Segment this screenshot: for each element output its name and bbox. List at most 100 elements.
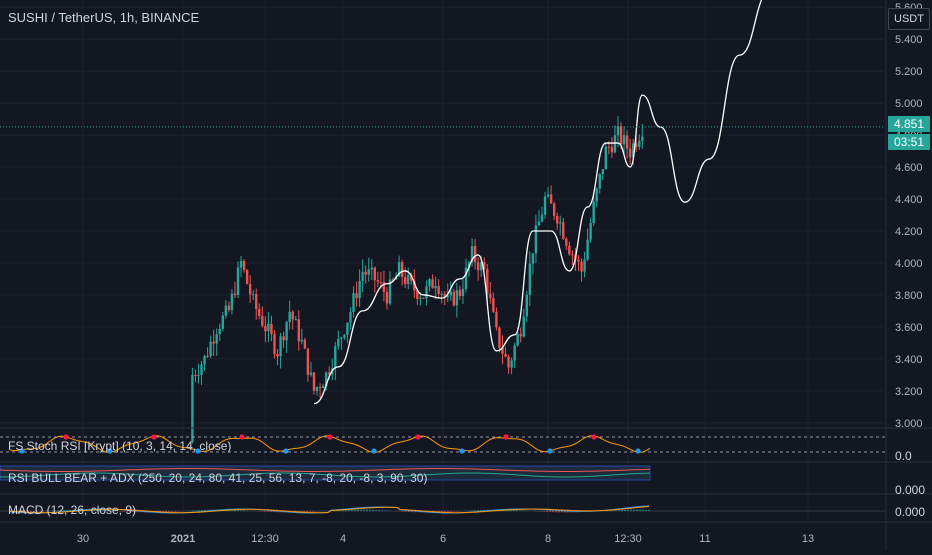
candle-body: [209, 341, 212, 356]
rsi-bull-bear-label[interactable]: RSI BULL BEAR + ADX (250, 20, 24, 80, 41…: [8, 471, 428, 485]
candle-body: [461, 289, 465, 297]
candle-body: [492, 298, 495, 312]
stoch-rsi-label[interactable]: FS Stoch RSI [Krypt] (10, 3, 14, 14, clo…: [8, 439, 232, 453]
candle-body: [556, 215, 559, 224]
candle-body: [552, 203, 556, 216]
stoch-overbought-dot: [591, 434, 597, 440]
candle-body: [248, 283, 252, 295]
candle-body: [315, 387, 319, 391]
candle-body: [607, 146, 611, 148]
stoch-overbought-dot: [239, 434, 245, 440]
candle-body: [297, 319, 300, 342]
currency-button[interactable]: USDT: [888, 8, 930, 30]
candle-body: [577, 259, 580, 262]
candle-body: [571, 254, 574, 256]
candle-body: [252, 294, 255, 296]
candle-body: [349, 312, 352, 323]
candle-body: [580, 261, 583, 272]
candle-body: [285, 322, 288, 341]
candle-body: [604, 146, 608, 170]
candle-body: [397, 262, 401, 277]
candle-body: [255, 294, 258, 309]
price-axis[interactable]: 5.6005.4005.2005.0004.8004.6004.4004.200…: [885, 0, 923, 550]
candle-body: [400, 262, 404, 278]
candle-body: [452, 291, 456, 306]
candle-body: [641, 136, 644, 141]
candle-body: [480, 262, 483, 271]
candle-body: [227, 305, 231, 311]
candle-body: [404, 277, 407, 285]
candle-body: [309, 372, 313, 375]
adx-line: [0, 472, 651, 478]
candle-body: [206, 355, 209, 357]
candle-body: [638, 140, 641, 147]
candle-body: [586, 239, 589, 260]
candle-body: [328, 372, 331, 375]
time-tick-label: 11: [699, 533, 710, 545]
macd-pane: [0, 505, 885, 514]
candle-body: [440, 293, 443, 295]
candle-body: [212, 341, 215, 344]
candle-body: [270, 323, 273, 335]
stoch-rsi-value: 0.0: [895, 449, 912, 463]
candle-body: [370, 267, 373, 270]
candle-body: [522, 316, 525, 337]
projection-curve-path: [313, 0, 763, 405]
candle-body: [273, 334, 276, 355]
time-tick-label: 12:30: [614, 533, 642, 545]
candle-body: [437, 286, 440, 294]
candle-body: [419, 297, 422, 299]
candle-body: [334, 346, 337, 369]
candle-body: [632, 143, 635, 158]
candle-body: [635, 143, 638, 147]
time-tick-label: 4: [340, 533, 346, 545]
stoch-oversold-dot: [283, 448, 289, 454]
candle-body: [218, 328, 221, 335]
stoch-overbought-dot: [63, 434, 69, 440]
stoch-oversold-dot: [195, 448, 201, 454]
price-tick-label: 3.200: [895, 386, 923, 398]
candle-body: [282, 336, 285, 341]
candle-body: [501, 347, 504, 354]
candle-body: [562, 222, 565, 239]
rsi-bear-line: [0, 468, 651, 472]
candle-body: [324, 372, 328, 386]
symbol-title: SUSHI / TetherUS, 1h, BINANCE: [8, 10, 200, 25]
candle-body: [300, 339, 304, 342]
candle-body: [598, 174, 601, 189]
candle-body: [294, 319, 297, 321]
stoch-rsi-pane: [0, 434, 885, 454]
candle-body: [215, 334, 218, 344]
countdown-tag: 03:51: [888, 134, 930, 150]
candle-body: [288, 311, 291, 323]
time-tick-label: 2021: [171, 533, 195, 545]
time-axis[interactable]: 30 2021 12:30 4 6 8 12:30 11 13: [77, 533, 814, 545]
candle-body: [413, 280, 416, 291]
candle-body: [261, 315, 264, 326]
candle-body: [565, 238, 568, 246]
candle-body: [568, 245, 571, 255]
candle-body: [443, 293, 446, 298]
candle-body: [483, 262, 486, 269]
candle-body: [279, 336, 282, 357]
stoch-overbought-dot: [503, 434, 509, 440]
price-tick-label: 3.000: [895, 418, 923, 430]
candle-body: [476, 262, 480, 271]
macd-label[interactable]: MACD (12, 26, close, 9): [8, 503, 137, 517]
candle-body: [361, 271, 364, 281]
candle-body: [194, 375, 197, 377]
candle-body: [245, 270, 249, 284]
candle-body: [425, 286, 428, 299]
candle-body: [431, 279, 434, 289]
time-tick-label: 12:30: [251, 533, 279, 545]
candle-body: [258, 308, 261, 316]
candle-body: [236, 267, 240, 295]
stoch-oversold-dot: [19, 448, 25, 454]
candle-body: [455, 290, 459, 306]
price-tick-label: 4.200: [895, 226, 923, 238]
candle-body: [242, 260, 246, 271]
time-tick-label: 8: [545, 533, 551, 545]
candle-body: [373, 267, 376, 281]
